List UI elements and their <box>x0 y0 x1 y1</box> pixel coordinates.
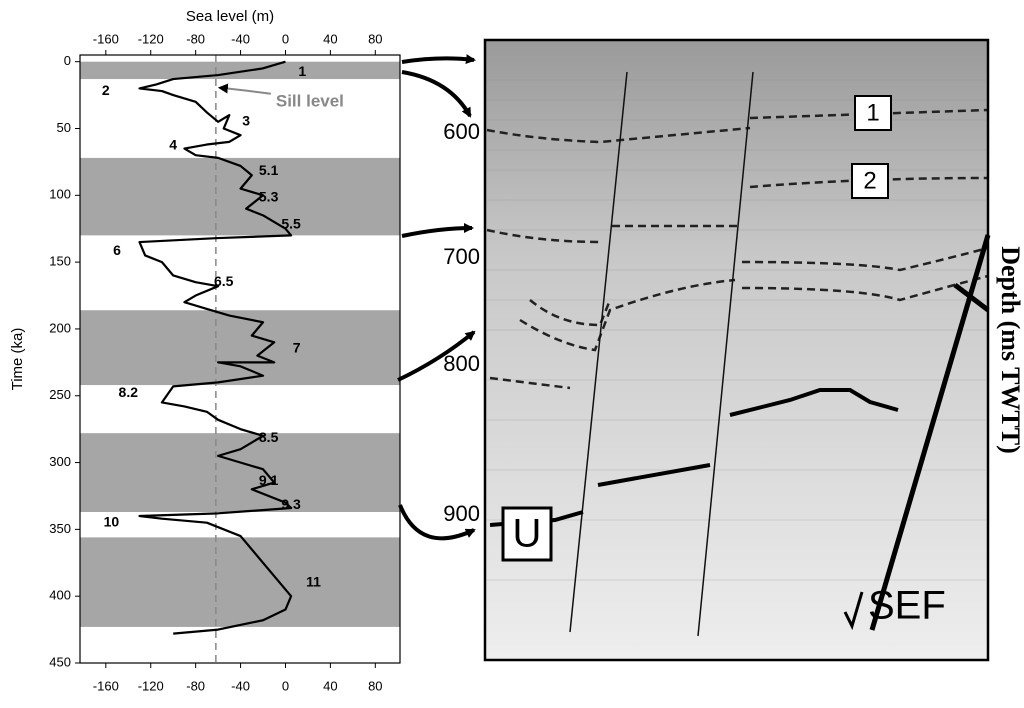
y-tick-label: 100 <box>49 187 71 202</box>
x-tick-label: -160 <box>93 31 119 46</box>
depth-tick-label: 700 <box>443 244 480 269</box>
stage-label: 1 <box>298 63 306 79</box>
depth-axis-label: Depth (ms TWTT) <box>996 246 1024 454</box>
stage-label: 11 <box>306 574 321 590</box>
x-tick-label: 0 <box>282 31 289 46</box>
y-tick-label: 150 <box>49 254 71 269</box>
plot-frame <box>79 54 401 664</box>
stage-label: 8.2 <box>119 384 139 400</box>
x-tick-label: -40 <box>231 31 250 46</box>
stage-label: 5.1 <box>259 162 279 178</box>
stage-label: 5.3 <box>259 189 279 205</box>
x-tick-label: 80 <box>368 31 382 46</box>
y-tick-label: 400 <box>49 588 71 603</box>
stage-label: 5.5 <box>281 215 301 231</box>
y-tick-label: 450 <box>49 654 71 669</box>
seismic-texture <box>487 79 986 581</box>
stage-band <box>80 61 400 80</box>
fault-label: SEF <box>868 584 946 628</box>
label-box <box>851 163 889 199</box>
y-tick-label: 200 <box>49 320 71 335</box>
stage-band <box>80 310 400 386</box>
y-tick-label: 50 <box>57 120 71 135</box>
reflectors <box>486 108 989 390</box>
stage-label: 9.1 <box>259 472 279 488</box>
x-tick-label: -160 <box>93 678 119 693</box>
stage-band <box>80 537 400 627</box>
y-tick-label: 250 <box>49 387 71 402</box>
arrows <box>397 54 476 541</box>
sea-level-curve <box>138 60 293 635</box>
y-tick-label: 0 <box>64 53 71 68</box>
depth-tick-label: 900 <box>443 501 480 526</box>
y-tick-label: 300 <box>49 454 71 469</box>
y-axis-label: Time (ka) <box>9 328 26 391</box>
sill-arrow <box>217 83 271 95</box>
x-tick-label: -120 <box>138 31 164 46</box>
x-tick-label: 0 <box>282 678 289 693</box>
stage-label: 4 <box>169 137 177 153</box>
x-tick-label: 80 <box>368 678 382 693</box>
depth-tick-label: 600 <box>443 119 480 144</box>
x-tick-label: -80 <box>186 31 205 46</box>
x-axis-label: Sea level (m) <box>186 8 274 25</box>
reflector-label: 2 <box>863 167 876 194</box>
stage-label: 7 <box>293 340 301 356</box>
unconformity-label: U <box>513 512 542 556</box>
stage-label: 9.3 <box>281 496 301 512</box>
stage-label: 6 <box>113 242 121 258</box>
label-box <box>854 95 892 131</box>
sill-label: Sill level <box>276 91 344 110</box>
x-tick-label: -80 <box>186 678 205 693</box>
depth-tick-label: 800 <box>443 351 480 376</box>
reflector-label: 1 <box>866 99 879 126</box>
seismic-panel: 1 2 U SEF Depth (ms TWTT) <box>483 38 1024 662</box>
sef-fault <box>869 234 991 631</box>
stage-label: 8.5 <box>259 429 279 445</box>
stage-label: 3 <box>242 113 250 129</box>
stage-label: 2 <box>102 82 110 98</box>
x-tick-label: 40 <box>323 678 337 693</box>
seismic-frame <box>483 38 990 662</box>
fault-symbol <box>843 591 864 631</box>
stage-band <box>80 157 400 236</box>
label-box <box>501 506 553 562</box>
stage-band <box>80 433 400 513</box>
stage-label: 10 <box>104 513 120 529</box>
seismic-image <box>485 40 988 660</box>
stage-label: 6.5 <box>214 273 234 289</box>
y-tick-label: 350 <box>49 521 71 536</box>
x-tick-label: 40 <box>323 31 337 46</box>
x-tick-label: -120 <box>138 678 164 693</box>
faults <box>569 71 754 637</box>
x-tick-label: -40 <box>231 678 250 693</box>
